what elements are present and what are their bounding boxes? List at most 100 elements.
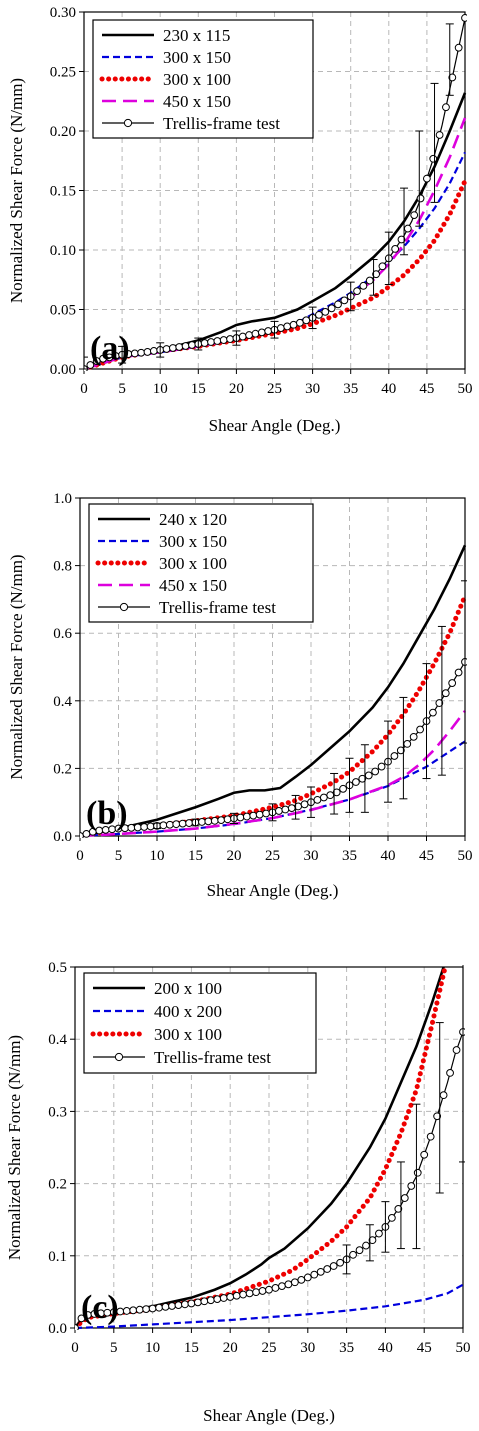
data-point [352, 778, 360, 786]
data-point [358, 774, 367, 783]
data-point [198, 818, 206, 826]
data-point [439, 1091, 448, 1100]
data-point [310, 1270, 319, 1279]
legend-label: 300 x 100 [159, 554, 227, 573]
data-point [161, 1302, 170, 1311]
y-tick-label: 0.4 [48, 1032, 67, 1048]
x-tick-label: 25 [262, 1340, 277, 1356]
data-point [423, 174, 431, 183]
chart-b: 0 5 10 15 20 25 30 35 40 45 50 0.0 0.2 0.4 0.6 0.8 1.0 Sh… [7, 491, 473, 900]
data-point [174, 1301, 183, 1310]
data-point [236, 813, 245, 822]
x-tick-label: 35 [343, 381, 358, 397]
error-bars [84, 23, 454, 370]
chart-panel-c: 0 5 10 15 20 25 30 35 40 45 50 0.0 0.1 0.2 0.3 0.4 0.5 Sh… [0, 955, 479, 1431]
x-tick-label: 10 [150, 848, 165, 864]
data-point [321, 307, 330, 316]
data-point [303, 1273, 312, 1282]
data-point [168, 1302, 176, 1310]
x-axis-label: Shear Angle (Deg.) [209, 416, 341, 435]
data-point [397, 235, 406, 244]
legend-label: 200 x 100 [154, 979, 222, 998]
legend-label: Trellis-frame test [159, 598, 276, 617]
data-point [448, 73, 457, 82]
error-bars [342, 965, 465, 1275]
data-point [146, 822, 155, 831]
data-point [416, 194, 425, 203]
chart-a: 0 5 10 15 20 25 30 35 40 45 50 0.00 0.05 0.10 0.15 0.20… [7, 5, 473, 435]
plot-area [80, 544, 467, 838]
data-point [391, 245, 400, 253]
y-axis-label: Normalized Shear Force (N/mm) [5, 1035, 24, 1260]
x-tick-label: 50 [456, 1340, 471, 1356]
data-point [323, 1265, 332, 1273]
data-point [165, 820, 174, 829]
y-tick-label: 0.3 [48, 1104, 67, 1120]
data-point [75, 1324, 79, 1330]
x-tick-label: 35 [339, 1340, 354, 1356]
data-point [143, 348, 152, 356]
data-point [336, 1258, 345, 1267]
chart-c: 0 5 10 15 20 25 30 35 40 45 50 0.0 0.1 0.2 0.3 0.4 0.5 Sh… [5, 960, 471, 1425]
data-point [300, 800, 309, 809]
data-point [217, 816, 226, 825]
data-point [77, 1314, 86, 1323]
data-point [137, 348, 146, 357]
data-point [400, 1194, 409, 1202]
x-tick-label: 40 [381, 848, 396, 864]
data-point [329, 1262, 338, 1270]
data-point [187, 1299, 196, 1308]
x-tick-label: 0 [76, 848, 84, 864]
data-point [271, 1284, 280, 1292]
legend-marker [119, 602, 129, 612]
x-tick-label: 45 [419, 848, 434, 864]
data-point [130, 349, 139, 358]
data-point [185, 819, 193, 827]
plot-area [75, 965, 465, 1330]
data-point [334, 300, 342, 309]
x-tick-label: 20 [229, 381, 244, 397]
data-point [219, 1294, 228, 1302]
y-tick-label: 0.25 [50, 65, 76, 81]
data-point [371, 767, 380, 776]
data-point [407, 1182, 416, 1190]
x-tick-label: 25 [265, 848, 280, 864]
series-line-450-x-150 [80, 710, 467, 838]
y-tick-label: 0.5 [48, 960, 67, 976]
data-point [315, 310, 323, 319]
x-tick-label: 30 [305, 381, 320, 397]
data-point [302, 316, 311, 325]
x-axis-label: Shear Angle (Deg.) [203, 1406, 335, 1425]
data-point [140, 823, 149, 831]
data-point [413, 1168, 422, 1177]
data-point [219, 336, 228, 344]
y-axis-label: Normalized Shear Force (N/mm) [7, 78, 26, 303]
data-point [249, 811, 258, 820]
data-point [149, 347, 158, 355]
data-point [442, 103, 450, 112]
data-point [364, 771, 373, 780]
data-point [181, 342, 190, 350]
data-point [429, 154, 438, 163]
data-point [416, 725, 424, 734]
data-point [461, 14, 467, 22]
data-point [433, 1112, 442, 1121]
legend-label: 300 x 100 [163, 70, 231, 89]
data-point [188, 341, 196, 349]
data-point [245, 331, 254, 339]
data-point [148, 1304, 157, 1313]
data-point [327, 304, 336, 313]
data-point [349, 1250, 357, 1259]
data-point [339, 784, 347, 793]
data-point [378, 262, 387, 271]
data-point [362, 1241, 370, 1250]
data-point [193, 1298, 202, 1307]
data-point [340, 296, 349, 305]
data-point [316, 1267, 325, 1276]
data-point [297, 1275, 306, 1284]
x-tick-label: 20 [223, 1340, 238, 1356]
data-point [420, 1150, 429, 1159]
x-tick-label: 15 [184, 1340, 199, 1356]
y-tick-label: 0.1 [48, 1249, 67, 1265]
data-point [287, 804, 296, 813]
